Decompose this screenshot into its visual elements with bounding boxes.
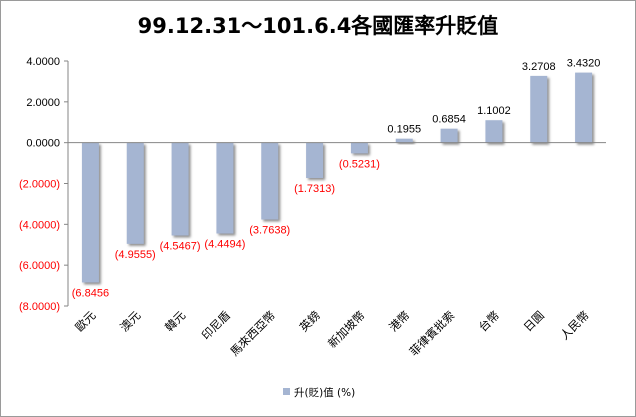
- y-tick-label: (4.0000): [19, 219, 60, 231]
- legend: 升(貶)值 (%): [283, 386, 355, 399]
- data-label: 0.1955: [387, 124, 421, 136]
- y-axis: 4.0000 2.0000 0.0000 (2.0000) (4.0000) (6.000…: [19, 56, 69, 313]
- data-label: (4.5467): [160, 240, 201, 252]
- legend-swatch: [283, 388, 290, 395]
- x-tick-label: 英鎊: [297, 308, 323, 334]
- x-tick-label: 人民幣: [557, 308, 592, 343]
- y-tick-label: 2.0000: [26, 97, 60, 109]
- data-label: (3.7638): [249, 225, 290, 237]
- y-tick-label: (8.0000): [19, 301, 60, 313]
- bar: [440, 128, 458, 143]
- data-label: (6.8456: [72, 287, 109, 299]
- bar: [306, 142, 324, 179]
- bar: [261, 142, 279, 220]
- bars: [81, 72, 593, 283]
- bar: [171, 142, 189, 236]
- x-tick-label: 歐元: [72, 308, 99, 335]
- x-tick-label: 港幣: [386, 308, 413, 335]
- x-tick-label: 台幣: [476, 308, 503, 335]
- x-tick-label: 菲律賓批索: [407, 308, 458, 359]
- y-tick-label: (2.0000): [19, 179, 60, 191]
- y-tick-label: (6.0000): [19, 260, 60, 272]
- y-tick-label: 0.0000: [26, 138, 60, 150]
- bar: [216, 142, 234, 234]
- bar: [485, 120, 503, 143]
- x-tick-label: 澳元: [117, 308, 144, 335]
- y-tick-label: 4.0000: [26, 56, 60, 68]
- data-labels: (6.8456 (4.9555) (4.5467) (4.4494) (3.7638) (…: [72, 58, 601, 300]
- bar: [350, 142, 368, 154]
- data-label: 3.2708: [522, 61, 556, 73]
- x-tick-label: 印尼盾: [199, 308, 234, 343]
- x-tick-label: 新加坡幣: [325, 308, 368, 351]
- bar: [575, 72, 593, 143]
- chart-title: 99.12.31～101.6.4各國匯率升貶值: [138, 14, 499, 38]
- legend-label: 升(貶)值 (%): [294, 386, 355, 399]
- data-label: 1.1002: [477, 105, 511, 117]
- x-tick-label: 馬來西亞幣: [227, 308, 278, 359]
- bar: [395, 138, 413, 143]
- bar: [126, 142, 144, 244]
- bar: [530, 75, 548, 143]
- bar: [81, 142, 99, 283]
- x-tick-label: 日圓: [521, 308, 547, 334]
- x-tick-label: 韓元: [162, 308, 189, 335]
- data-label: 3.4320: [567, 58, 601, 70]
- data-label: (4.4494): [204, 239, 245, 251]
- data-label: (4.9555): [115, 249, 156, 261]
- data-label: 0.6854: [432, 114, 466, 126]
- data-label: (1.7313): [294, 183, 335, 195]
- data-label: (0.5231): [339, 158, 380, 170]
